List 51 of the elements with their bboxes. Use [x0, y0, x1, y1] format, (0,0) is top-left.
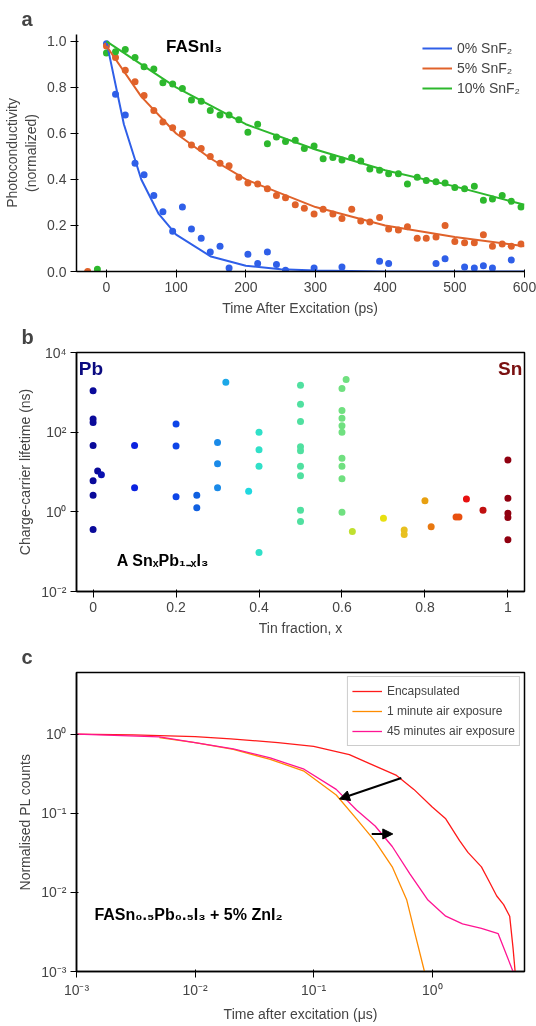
chart-title: c: [21, 645, 33, 668]
x-tick-label: 10⁻¹: [301, 981, 327, 998]
x-tick-label: 200: [234, 278, 258, 295]
x-tick-label: 0.6: [332, 598, 352, 615]
x-axis-title: Tin fraction, x: [258, 619, 343, 636]
legend-label: 5% SnF₂: [456, 60, 513, 76]
legend-label: 1 minute air exposure: [386, 704, 503, 718]
annotation: FASn₀.₅Pb₀.₅I₃ + 5% ZnI₂: [94, 906, 283, 924]
annotation: Sn: [497, 357, 523, 379]
y-tick-label: 0.0: [47, 263, 67, 280]
x-tick-label: 10⁻²: [182, 981, 209, 998]
x-tick-label: 400: [373, 278, 398, 295]
y-tick-label: 10²: [46, 424, 67, 441]
x-tick-label: 500: [443, 278, 467, 295]
annotation: A SnₓPb₁₋ₓI₃: [116, 551, 209, 569]
y-tick-label: 10⁴: [44, 344, 67, 361]
chart-title: a: [21, 7, 34, 30]
y-tick-label: 10⁻²: [41, 583, 67, 600]
legend-label: 10% SnF₂: [456, 80, 520, 96]
annotation: Pb: [78, 357, 104, 379]
legend-label: 45 minutes air exposure: [386, 724, 515, 738]
x-tick-label: 10⁰: [421, 981, 443, 998]
y-tick-label: 1.0: [47, 33, 67, 50]
x-tick-label: 100: [164, 278, 189, 295]
y-tick-label: 10⁻³: [41, 963, 67, 980]
y-tick-label: 10⁻²: [41, 884, 67, 901]
y-axis-title: Charge-carrier lifetime (ns): [17, 388, 34, 556]
y-axis-title: Normalised PL counts: [17, 754, 34, 891]
x-tick-label: 300: [303, 278, 328, 295]
y-tick-label: 0.4: [47, 171, 67, 188]
y-tick-label: 0.8: [47, 79, 67, 96]
y-axis-title: Photoconductivity (normalized): [3, 98, 40, 208]
annotation: FASnI₃: [166, 36, 223, 56]
x-axis-title: Time after excitation (μs): [223, 1005, 378, 1022]
legend-label: 0% SnF₂: [456, 40, 513, 56]
x-tick-label: 0: [102, 278, 111, 295]
y-tick-label: 10⁻¹: [41, 805, 67, 822]
y-tick-label: 0.2: [47, 217, 67, 234]
x-tick-label: 600: [512, 278, 536, 295]
x-tick-label: 1: [504, 598, 513, 615]
chart-title: b: [21, 325, 34, 348]
y-tick-label: 10⁰: [45, 503, 67, 520]
legend-label: Encapsulated: [386, 684, 460, 698]
x-tick-label: 0: [89, 598, 98, 615]
x-tick-label: 0.4: [249, 598, 269, 615]
y-tick-label: 0.6: [47, 125, 67, 142]
x-tick-label: 0.8: [415, 598, 435, 615]
y-tick-label: 10⁰: [45, 726, 67, 743]
x-axis-title: Time After Excitation (ps): [222, 299, 379, 316]
x-tick-label: 0.2: [166, 598, 186, 615]
x-tick-label: 10⁻³: [63, 981, 90, 998]
